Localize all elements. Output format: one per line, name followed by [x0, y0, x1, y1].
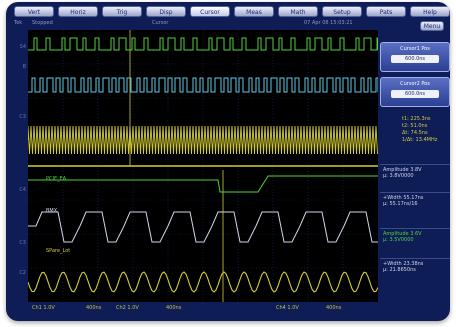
zoom-trace-yellow	[27, 271, 379, 293]
readout-line: t1: 225.3ns	[402, 116, 431, 122]
menu-math[interactable]: Math	[278, 6, 318, 17]
cursor1-value[interactable]: 600.0ns	[391, 55, 439, 63]
waveform-label: SPare_Lot	[46, 248, 71, 254]
readout-line: t2: 51.0ns	[402, 123, 428, 129]
menu-help[interactable]: Help	[410, 6, 450, 17]
meas-value: 3.6V	[410, 231, 422, 237]
meas-value: 3.8V	[410, 167, 422, 173]
meas-detail: μ: 21.8650ns	[383, 267, 416, 273]
waveform-svg	[27, 30, 380, 302]
menu-disp[interactable]: Disp	[146, 6, 186, 17]
readout-line: 1/Δt: 13.4MHz	[402, 137, 438, 143]
meas-detail: μ: 3.5V0000	[383, 237, 414, 243]
cursor1-control[interactable]: Cursor1 Pos 600.0ns	[380, 42, 450, 72]
meas-detail: μ: 3.8V0000	[383, 173, 414, 179]
cursor2-control[interactable]: Cursor2 Pos 600.0ns	[380, 77, 450, 107]
meas-label: Amplitude	[383, 231, 409, 237]
axis-label: B	[22, 64, 26, 70]
axis-label: C3	[19, 114, 26, 120]
menu-meas[interactable]: Meas	[234, 6, 274, 17]
axis-label: S4	[19, 44, 26, 50]
oscilloscope-window: Vert Horiz Trig Disp Cursor Meas Math Se…	[6, 2, 450, 321]
clock-trace-yellow	[27, 125, 378, 155]
status-brand: Tek	[14, 20, 23, 26]
cursor-readout: t1: 225.3ns t2: 51.0ns Δt: 74.5ns 1/Δt: …	[380, 116, 450, 144]
status-bar: Tek Stopped Cursor 07 Apr 08 15:03:21	[14, 20, 440, 28]
axis-label: C2	[19, 270, 26, 276]
menu-button[interactable]: Menu	[420, 21, 444, 31]
ch2-scale: Ch2 1.0V	[116, 305, 139, 311]
menu-vert[interactable]: Vert	[14, 6, 54, 17]
measurement-2[interactable]: +Width 55.17ns μ: 55.17ns/16	[380, 192, 450, 218]
meas-label: Amplitude	[383, 167, 409, 173]
cursor1-title: Cursor1 Pos	[400, 46, 430, 52]
readout-line: Δt: 74.5ns	[402, 130, 428, 136]
measurement-4[interactable]: +Width 23.38ns μ: 21.8650ns	[380, 258, 450, 284]
measurement-3[interactable]: Amplitude 3.6V μ: 3.5V0000	[380, 228, 450, 254]
zoom-trace-green	[28, 175, 378, 193]
ch1-scale: Ch1 1.0V	[32, 305, 55, 311]
menu-setup[interactable]: Setup	[322, 6, 362, 17]
axis-label: C3	[19, 240, 26, 246]
menu-pats[interactable]: Pats	[366, 6, 406, 17]
meas-value: 55.17ns	[403, 195, 424, 201]
menu-bar: Vert Horiz Trig Disp Cursor Meas Math Se…	[14, 6, 450, 18]
measurement-1[interactable]: Amplitude 3.8V μ: 3.8V0000	[380, 164, 450, 190]
status-mode: Stopped	[32, 20, 53, 26]
timebase-2: 400ns	[166, 305, 182, 311]
waveform-display[interactable]: PCIE_EA BMX SPare_Lot	[27, 30, 380, 302]
digital-trace-cyan	[28, 77, 379, 93]
ch4-scale: Ch4 1.0V	[276, 305, 299, 311]
menu-trig[interactable]: Trig	[102, 6, 142, 17]
meas-label: +Width	[383, 195, 402, 201]
zoom-trace-white	[28, 211, 380, 243]
axis-label: C4	[19, 187, 26, 193]
waveform-label: BMX	[46, 208, 58, 214]
meas-value: 23.38ns	[403, 261, 424, 267]
meas-label: +Width	[383, 261, 402, 267]
meas-detail: μ: 55.17ns/16	[383, 201, 418, 207]
status-center: Cursor	[152, 20, 169, 26]
timebase-3: 400ns	[326, 305, 342, 311]
timebase-1: 400ns	[86, 305, 102, 311]
menu-horiz[interactable]: Horiz	[58, 6, 98, 17]
cursor2-title: Cursor2 Pos	[400, 81, 430, 87]
cursor2-value[interactable]: 600.0ns	[391, 90, 439, 98]
waveform-label: PCIE_EA	[46, 176, 67, 182]
digital-trace-green	[28, 37, 379, 51]
menu-cursor[interactable]: Cursor	[190, 6, 230, 17]
status-date: 07 Apr 08 15:03:21	[304, 20, 353, 26]
